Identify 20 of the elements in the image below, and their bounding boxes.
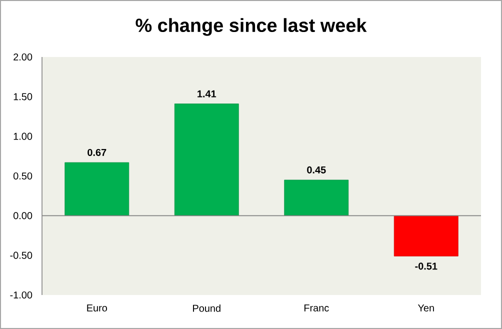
y-tick-label: 0.00 — [13, 212, 32, 220]
chart-title: % change since last week — [136, 18, 367, 36]
bar — [394, 215, 458, 256]
y-tick-label: -0.50 — [10, 252, 32, 259]
x-tick-label: Pound — [193, 304, 220, 312]
bar — [174, 104, 239, 216]
y-tick-label: 1.50 — [14, 93, 32, 100]
data-label: 0.67 — [88, 148, 106, 156]
y-tick-label: -1.00 — [10, 291, 32, 299]
bar — [64, 162, 130, 216]
y-tick-label: 2.00 — [14, 53, 32, 61]
x-tick-label: Euro — [87, 304, 107, 312]
bar — [284, 180, 349, 216]
x-tick-label: Franc — [304, 304, 329, 312]
data-label: -0.51 — [415, 262, 438, 270]
y-tick-label: 1.00 — [14, 132, 32, 140]
y-tick-label: 0.50 — [13, 172, 32, 180]
x-tick-label: Yen — [418, 304, 434, 312]
data-label: 0.45 — [307, 166, 326, 174]
data-label: 1.41 — [198, 90, 216, 98]
